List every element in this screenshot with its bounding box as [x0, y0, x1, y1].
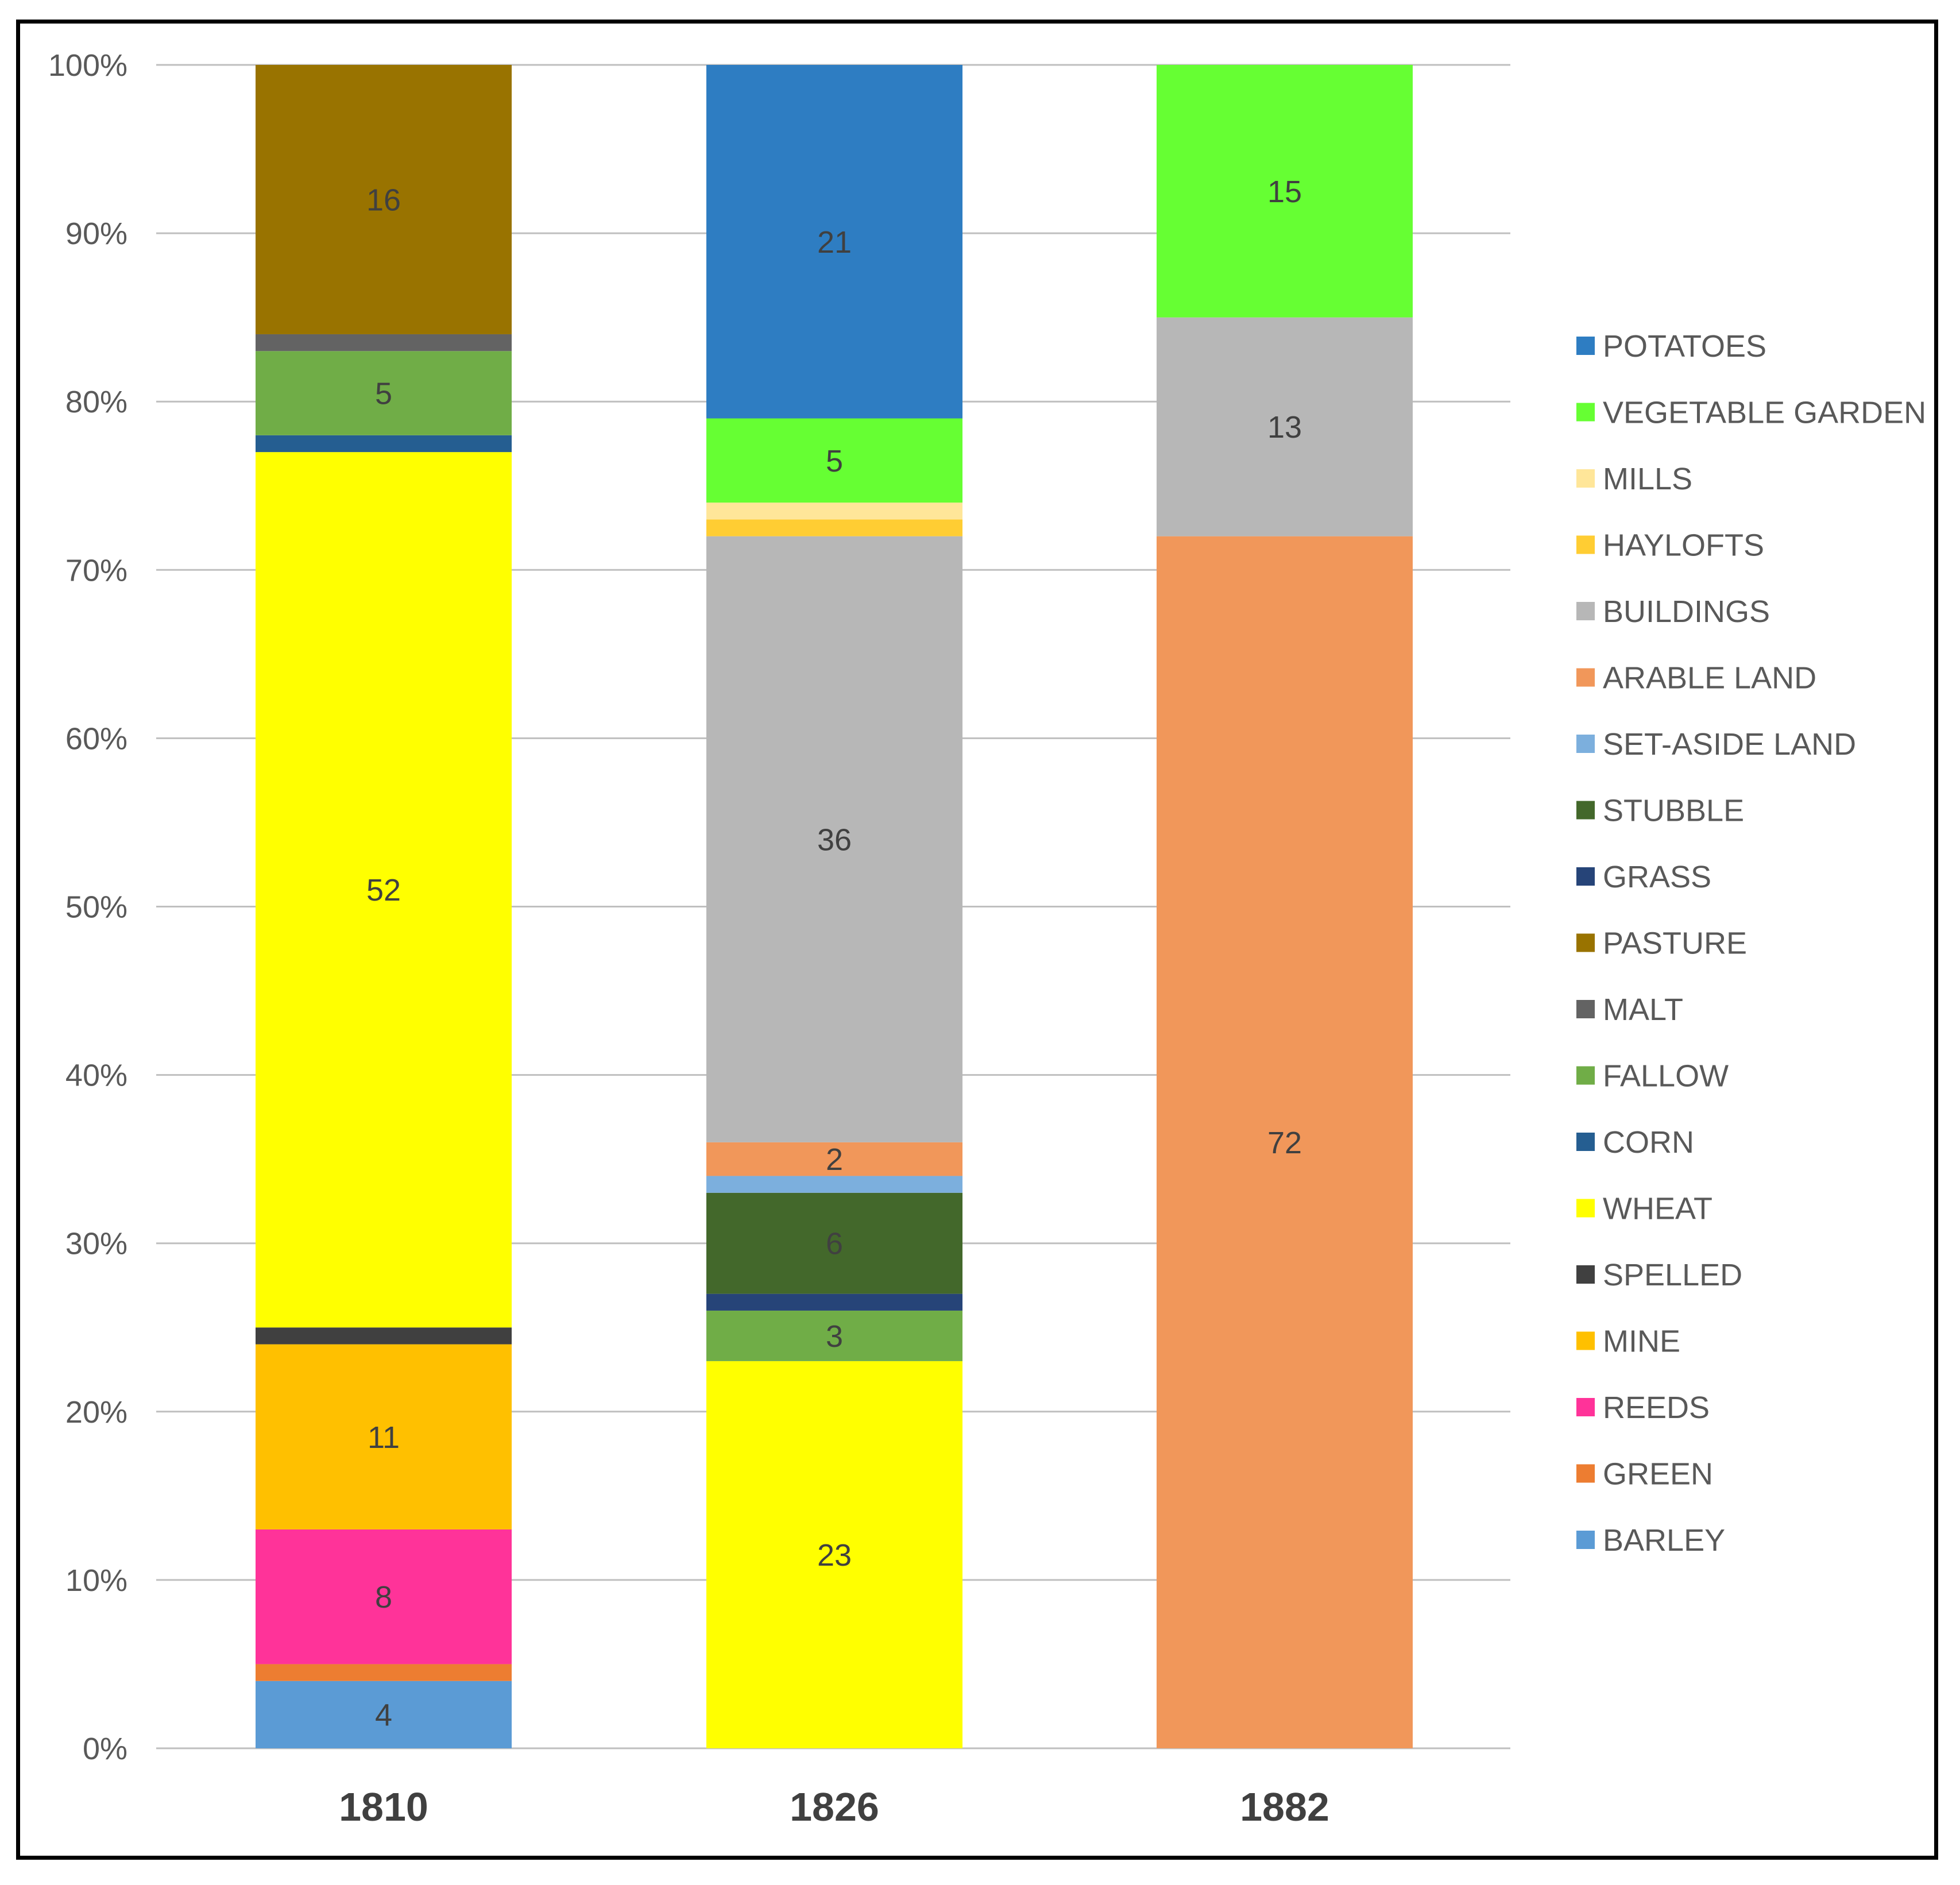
bar-segment-potatoes-1826 [706, 65, 962, 419]
legend-swatch-arable-land [1576, 668, 1595, 687]
legend-swatch-reeds [1576, 1398, 1595, 1416]
legend-label-mine: MINE [1603, 1324, 1680, 1359]
legend-swatch-fallow [1576, 1066, 1595, 1085]
x-category-label: 1882 [1240, 1784, 1329, 1829]
data-label: 11 [368, 1420, 400, 1455]
bar-segment-mills-1826 [706, 503, 962, 520]
legend-label-mills: MILLS [1603, 462, 1692, 496]
bar-segment-wheat-1826 [706, 1361, 962, 1748]
legend-swatch-wheat [1576, 1199, 1595, 1218]
data-label: 52 [366, 873, 401, 907]
bar-segment-fallow-1826 [706, 1310, 962, 1361]
legend-label-pasture: PASTURE [1603, 926, 1747, 961]
y-tick-label: 20% [65, 1395, 127, 1430]
y-tick-label: 80% [65, 385, 127, 419]
x-category-label: 1826 [790, 1784, 879, 1829]
legend-swatch-malt [1576, 1000, 1595, 1018]
legend-label-spelled: SPELLED [1603, 1258, 1742, 1292]
legend-label-wheat: WHEAT [1603, 1192, 1712, 1226]
legend-swatch-buildings [1576, 602, 1595, 620]
legend-label-vegetable-garden: VEGETABLE GARDEN [1603, 396, 1926, 430]
legend-swatch-stubble [1576, 801, 1595, 820]
bar-segment-vegetable-garden-1826 [706, 418, 962, 503]
legend-label-reeds: REEDS [1603, 1390, 1710, 1425]
y-tick-label: 0% [83, 1732, 127, 1766]
legend-swatch-mills [1576, 469, 1595, 488]
bar-segment-barley-1810 [256, 1681, 512, 1748]
bar-segment-buildings-1826 [706, 536, 962, 1142]
legend-label-barley: BARLEY [1603, 1523, 1725, 1558]
data-label: 2 [826, 1142, 843, 1177]
data-label: 36 [817, 822, 852, 857]
bars [256, 65, 1413, 1749]
y-tick-label: 50% [65, 890, 127, 925]
legend-label-set-aside-land: SET-ASIDE LAND [1603, 727, 1856, 762]
legend-label-grass: GRASS [1603, 860, 1711, 894]
data-label: 4 [375, 1698, 392, 1732]
legend-swatch-haylofts [1576, 535, 1595, 554]
data-label: 5 [826, 444, 843, 478]
bar-segment-stubble-1826 [706, 1192, 962, 1294]
bar-segment-fallow-1810 [256, 351, 512, 435]
y-tick-label: 40% [65, 1059, 127, 1093]
bar-segment-pasture-1810 [256, 65, 512, 334]
y-tick-label: 10% [65, 1563, 127, 1598]
y-tick-label: 30% [65, 1227, 127, 1261]
legend-swatch-spelled [1576, 1265, 1595, 1284]
legend-swatch-mine [1576, 1331, 1595, 1350]
bar-segment-spelled-1810 [256, 1327, 512, 1345]
y-tick-label: 100% [48, 48, 127, 83]
bar-segment-arable-land-1882 [1157, 536, 1413, 1749]
legend-swatch-vegetable-garden [1576, 403, 1595, 422]
y-axis-ticks: 0% 10% 20% 30% 40% 50% 60% 70% 80% 90% 100% [48, 48, 127, 1766]
legend-swatch-barley [1576, 1531, 1595, 1549]
bar-segment-reeds-1810 [256, 1529, 512, 1664]
legend-label-haylofts: HAYLOFTS [1603, 528, 1764, 563]
legend-swatch-corn [1576, 1133, 1595, 1151]
bar-segment-malt-1810 [256, 334, 512, 351]
bar-segment-buildings-1882 [1157, 317, 1413, 536]
legend-label-fallow: FALLOW [1603, 1059, 1729, 1094]
data-label: 15 [1267, 175, 1302, 209]
bar-segment-corn-1810 [256, 435, 512, 453]
data-label: 21 [817, 225, 852, 260]
data-label: 3 [826, 1319, 843, 1354]
legend-swatch-pasture [1576, 933, 1595, 952]
y-tick-label: 70% [65, 553, 127, 588]
legend-label-green: GREEN [1603, 1457, 1713, 1492]
data-label: 13 [1267, 410, 1302, 445]
y-tick-label: 60% [65, 721, 127, 756]
x-category-label: 1810 [339, 1784, 428, 1829]
bar-segment-mine-1810 [256, 1344, 512, 1529]
x-axis-categories: 1810 1826 1882 [339, 1784, 1329, 1829]
legend-label-malt: MALT [1603, 992, 1683, 1027]
bar-segment-haylofts-1826 [706, 519, 962, 536]
data-label: 8 [375, 1580, 392, 1614]
data-label: 16 [366, 183, 401, 217]
data-label: 6 [826, 1227, 843, 1261]
legend-label-arable-land: ARABLE LAND [1603, 661, 1816, 696]
legend-swatch-green [1576, 1464, 1595, 1483]
y-tick-label: 90% [65, 217, 127, 251]
data-label: 72 [1267, 1126, 1302, 1160]
bar-segment-grass-1826 [706, 1293, 962, 1311]
bar-segment-green-1810 [256, 1664, 512, 1681]
legend-label-corn: CORN [1603, 1125, 1694, 1160]
legend-swatch-grass [1576, 867, 1595, 886]
bar-segment-vegetable-garden-1882 [1157, 65, 1413, 318]
legend: POTATOES VEGETABLE GARDEN MILLS HAYLOFTS BUI… [1576, 329, 1926, 1558]
data-label: 5 [375, 377, 392, 411]
data-label: 23 [817, 1538, 852, 1573]
legend-swatch-potatoes [1576, 337, 1595, 355]
legend-label-potatoes: POTATOES [1603, 329, 1766, 364]
bar-segment-wheat-1810 [256, 452, 512, 1328]
bar-segment-arable-land-1826 [706, 1142, 962, 1176]
legend-label-stubble: STUBBLE [1603, 794, 1744, 828]
legend-label-buildings: BUILDINGS [1603, 594, 1770, 629]
bar-segment-set-aside-land-1826 [706, 1176, 962, 1193]
legend-swatch-set-aside-land [1576, 735, 1595, 753]
